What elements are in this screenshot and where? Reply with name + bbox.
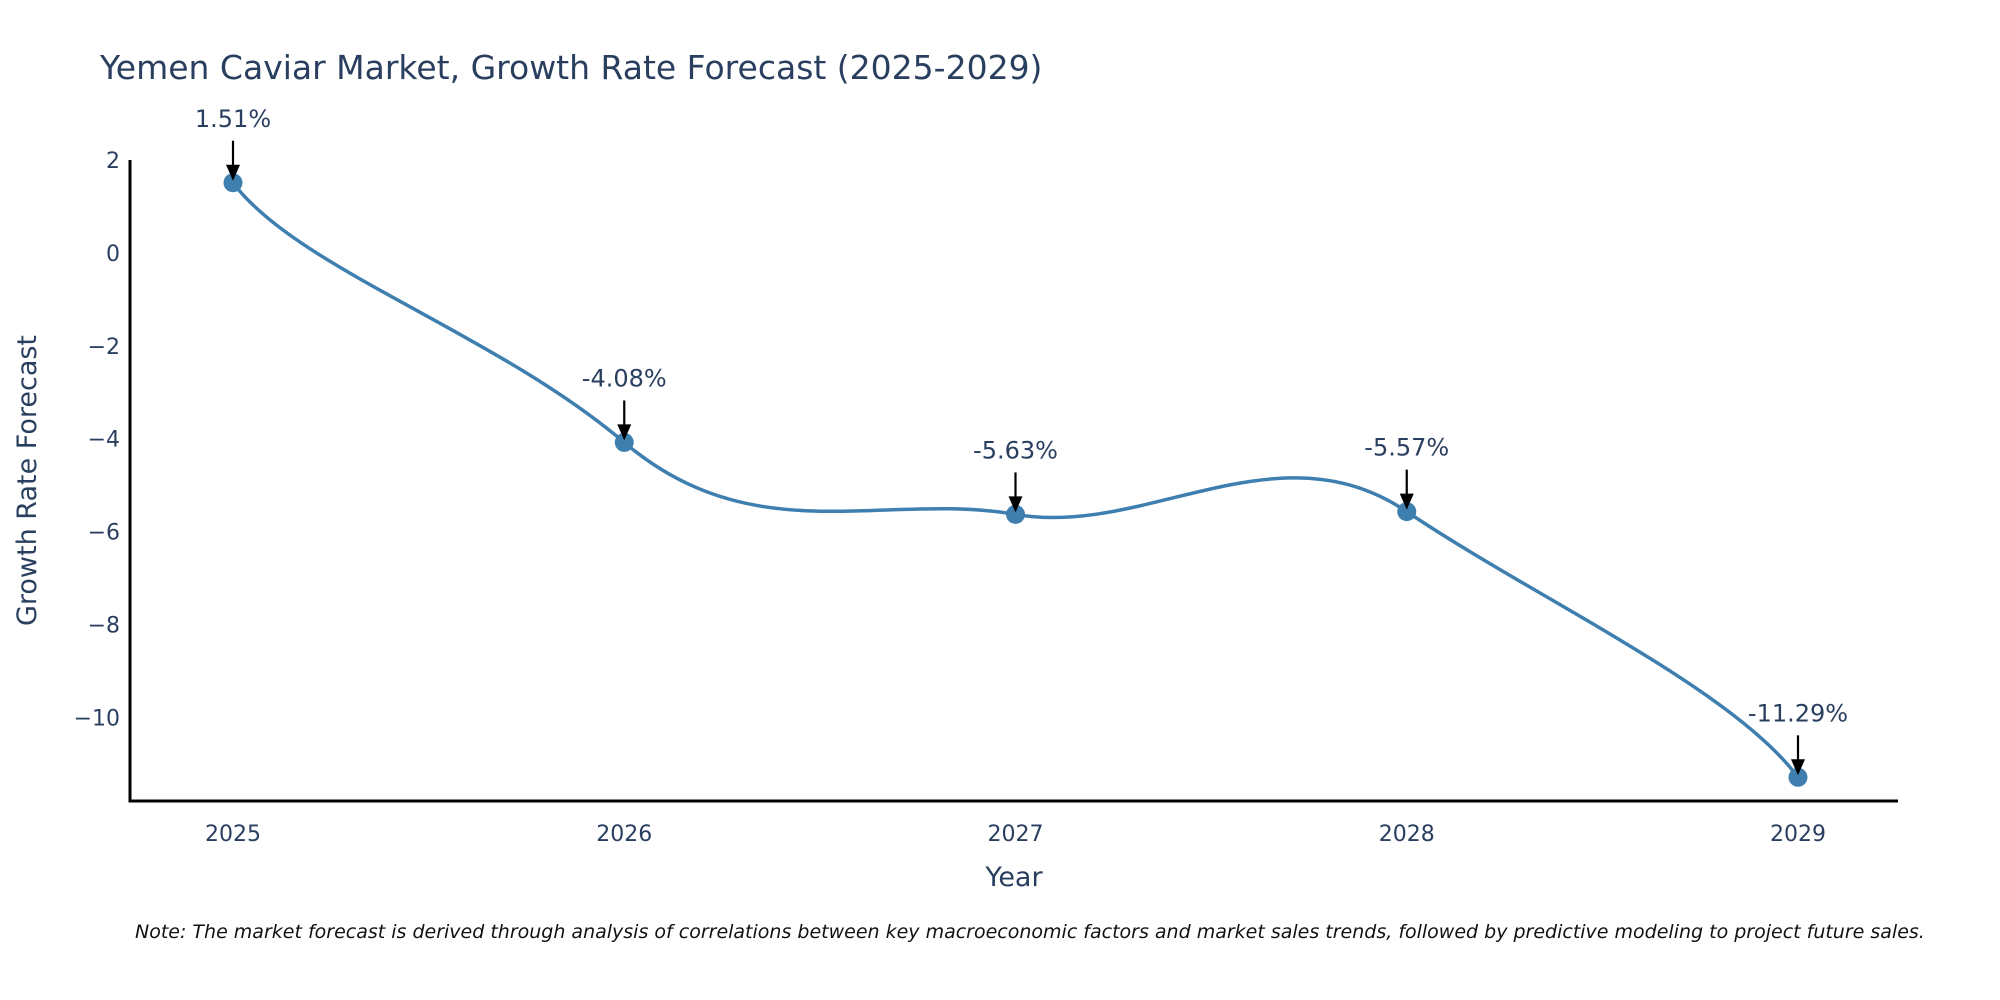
y-tick-label: −10 (74, 706, 120, 731)
y-tick-label: −8 (88, 613, 120, 638)
annotation-arrow-head (1399, 493, 1414, 510)
data-point (223, 173, 243, 193)
x-axis-title: Year (984, 862, 1043, 893)
x-tick-label: 2028 (1379, 822, 1435, 847)
annotation-label: -5.63% (973, 436, 1058, 464)
annotation-arrow-head (617, 424, 632, 441)
y-tick-label: −6 (88, 521, 120, 546)
data-point (614, 432, 634, 452)
y-tick-label: 0 (106, 242, 120, 267)
series-markers (223, 173, 1808, 787)
x-tick-label: 2029 (1770, 822, 1826, 847)
annotation-label: -4.08% (582, 364, 667, 392)
chart-title: Yemen Caviar Market, Growth Rate Forecas… (100, 48, 1043, 87)
x-axis-ticks: 2025 2026 2027 2028 2029 (205, 822, 1826, 847)
annotation-arrow-head (1791, 759, 1805, 776)
y-axis-title: Growth Rate Forecast (12, 335, 43, 626)
annotation-arrow-head (226, 164, 240, 181)
y-tick-label: −2 (88, 335, 120, 360)
chart-note: Note: The market forecast is derived thr… (135, 921, 1925, 943)
annotation-label: -5.57% (1364, 434, 1449, 462)
y-axis-ticks: 2 0 −2 −4 −6 −8 −10 (74, 149, 120, 731)
data-point (1397, 502, 1417, 522)
y-tick-label: 2 (106, 149, 120, 174)
annotation-label: 1.51% (195, 105, 271, 133)
x-tick-label: 2026 (596, 822, 652, 847)
y-tick-label: −4 (88, 428, 120, 453)
annotations: 1.51% -4.08% -5.63% -5.57% -11.29% (195, 105, 1848, 776)
annotation-label: -11.29% (1748, 699, 1848, 727)
x-tick-label: 2025 (205, 822, 261, 847)
x-tick-label: 2027 (988, 822, 1044, 847)
data-point (1788, 767, 1808, 787)
annotation-arrow-head (1008, 496, 1023, 513)
data-point (1006, 504, 1025, 524)
